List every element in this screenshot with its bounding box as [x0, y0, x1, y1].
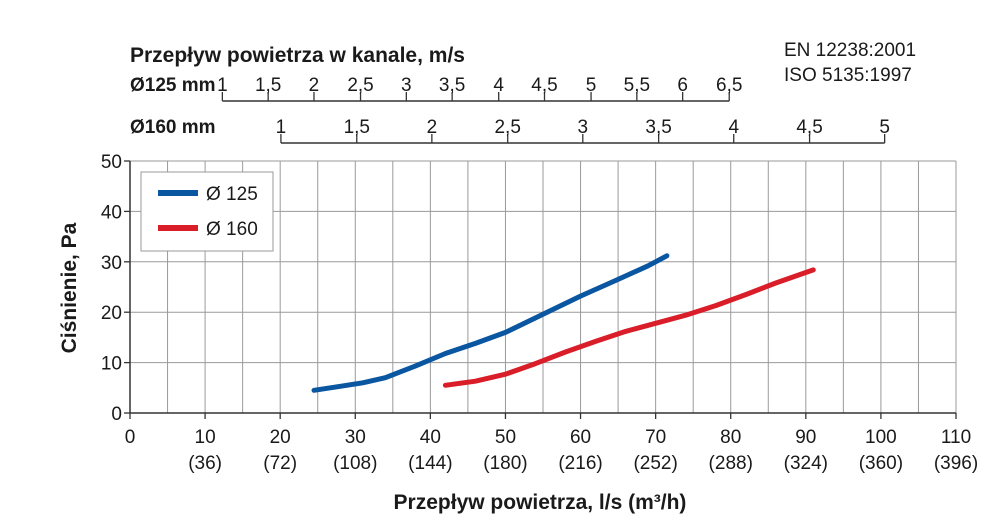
velocity-tick-label: 6 [677, 75, 688, 96]
velocity-tick-label: 6,5 [716, 75, 742, 96]
velocity-tick-label: 2 [309, 75, 320, 96]
x-tick-sublabel: (108) [333, 453, 377, 474]
velocity-tick-label: 1 [217, 75, 228, 96]
standard-iso: ISO 5135:1997 [784, 65, 912, 86]
legend-box [140, 171, 274, 252]
legend: Ø 125 Ø 160 [140, 171, 274, 252]
velocity-axis-title: Przepływ powietrza w kanale, m/s [130, 44, 465, 67]
velocity-tick-label: 2 [427, 117, 438, 138]
legend-label: Ø 125 [206, 184, 258, 205]
x-tick-label: 20 [270, 427, 291, 448]
x-tick-sublabel: (180) [483, 453, 527, 474]
x-tick-label: 80 [720, 427, 741, 448]
x-axis-title: Przepływ powietrza, l/s (m³/h) [394, 491, 687, 514]
x-tick-label: 30 [345, 427, 366, 448]
velocity-tick-label: 3 [401, 75, 412, 96]
y-tick-label: 50 [101, 152, 122, 173]
x-tick-label: 110 [941, 427, 971, 448]
tick-labels: 0 10 (36) 20 (72) 30 (108) 40 (144) 50 (180) 60 (216… [101, 152, 978, 474]
velocity-tick-label: 3,5 [645, 117, 671, 138]
velocity-tick-label: 4 [728, 117, 739, 138]
legend-label: Ø 160 [206, 219, 258, 240]
y-axis-title: Ciśnienie, Pa [58, 222, 81, 353]
velocity-tick-label: 1,5 [255, 75, 281, 96]
standard-en: EN 12238:2001 [784, 40, 917, 61]
velocity-tick-label: 3 [578, 117, 589, 138]
x-tick-label: 0 [125, 427, 136, 448]
y-tick-label: 10 [101, 354, 122, 375]
axes [124, 160, 957, 419]
y-tick-label: 30 [101, 253, 122, 274]
x-tick-sublabel: (252) [633, 453, 677, 474]
y-tick-label: 20 [101, 303, 122, 324]
series-line-2 [442, 267, 816, 388]
x-tick-label: 70 [645, 427, 666, 448]
velocity-tick-label: 1,5 [344, 117, 370, 138]
velocity-tick-label: 1 [276, 117, 287, 138]
series-lines [311, 253, 816, 393]
velocity-axis-label: Ø125 mm [130, 75, 216, 96]
velocity-axis-label: Ø160 mm [130, 117, 216, 138]
x-tick-label: 60 [570, 427, 591, 448]
standards-block: EN 12238:2001 ISO 5135:1997 [784, 38, 916, 88]
x-tick-sublabel: (324) [784, 453, 828, 474]
x-tick-sublabel: (144) [408, 453, 452, 474]
velocity-tick-label: 2,5 [494, 117, 520, 138]
velocity-tick-label: 2,5 [347, 75, 373, 96]
x-tick-label: 90 [795, 427, 816, 448]
x-tick-sublabel: (360) [859, 453, 903, 474]
velocity-tick-label: 5 [879, 117, 890, 138]
velocity-tick-label: 4 [493, 75, 504, 96]
velocity-tick-label: 5,5 [624, 75, 650, 96]
velocity-tick-label: 4,5 [531, 75, 557, 96]
x-tick-label: 10 [195, 427, 216, 448]
x-tick-sublabel: (72) [263, 453, 297, 474]
x-tick-label: 40 [420, 427, 441, 448]
x-tick-sublabel: (288) [709, 453, 753, 474]
x-tick-sublabel: (36) [188, 453, 222, 474]
series-line-1 [311, 253, 670, 393]
x-tick-label: 100 [865, 427, 897, 448]
x-tick-label: 50 [495, 427, 516, 448]
x-tick-sublabel: (396) [934, 453, 978, 474]
velocity-tick-label: 4,5 [796, 117, 822, 138]
y-tick-label: 40 [101, 202, 122, 223]
y-tick-label: 0 [111, 404, 122, 425]
velocity-tick-label: 5 [586, 75, 597, 96]
x-tick-sublabel: (216) [558, 453, 602, 474]
velocity-tick-label: 3,5 [439, 75, 465, 96]
